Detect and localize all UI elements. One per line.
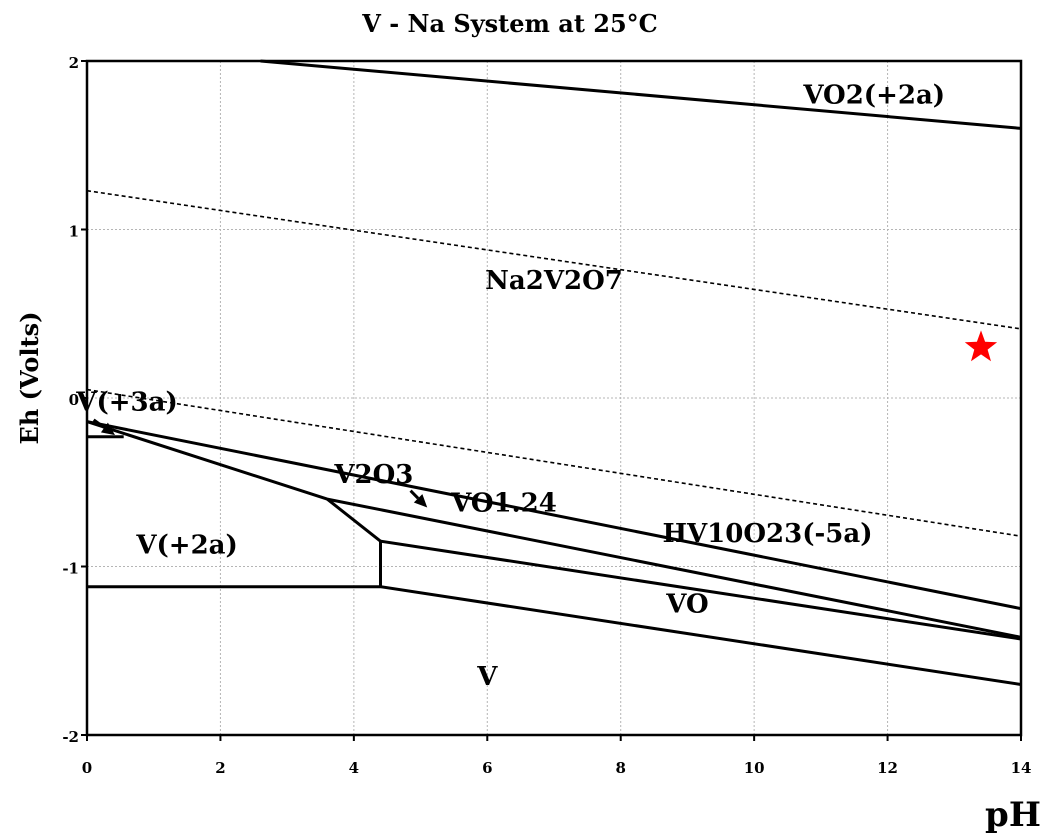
marker-layer xyxy=(964,330,998,362)
arrow-shaft-0 xyxy=(92,418,106,429)
region-label-5: HV10O23(-5a) xyxy=(662,519,872,549)
x-tick-label-4: 8 xyxy=(615,759,625,777)
region-label-3: V2O3 xyxy=(333,460,413,490)
region-label-6: V(+2a) xyxy=(135,531,238,561)
x-tick-label-5: 10 xyxy=(744,759,765,777)
y-tick-label-0: 2 xyxy=(69,54,79,72)
label-arrows xyxy=(92,418,428,508)
y-tick-label-3: -1 xyxy=(62,560,79,578)
arrow-head-0 xyxy=(100,422,116,436)
y-tick-label-4: -2 xyxy=(62,728,79,746)
boundary-line-8 xyxy=(87,585,1022,686)
x-axis-label: pH xyxy=(985,795,1041,835)
region-label-8: V xyxy=(476,662,498,692)
arrow-head-1 xyxy=(413,494,428,508)
x-tick-label-7: 14 xyxy=(1011,759,1032,777)
boundary-line-0 xyxy=(260,59,1022,130)
phase-boundaries xyxy=(86,59,1022,686)
boundary-line-5 xyxy=(86,420,1022,639)
y-tick-label-2: 0 xyxy=(69,391,79,409)
boundary-line-3 xyxy=(86,420,1022,611)
y-axis-label: Eh (Volts) xyxy=(15,312,44,445)
arrow-shaft-1 xyxy=(409,489,420,500)
chart-title: V - Na System at 25°C xyxy=(361,9,658,38)
region-labels: VO2(+2a) Na2V2O7 V(+3a) V2O3 VO1.24 HV10O23(-… xyxy=(75,81,945,692)
x-tick-label-0: 0 xyxy=(82,759,92,777)
boundary-line-7 xyxy=(380,539,1022,641)
grid-lines xyxy=(87,61,1021,735)
y-axis-ticks: 2 1 0 -1 -2 xyxy=(62,54,87,746)
region-label-2: V(+3a) xyxy=(75,387,178,417)
x-tick-label-3: 6 xyxy=(482,759,492,777)
region-label-0: VO2(+2a) xyxy=(802,81,945,111)
star-marker xyxy=(964,330,998,362)
y-tick-label-1: 1 xyxy=(69,223,79,241)
x-tick-label-1: 2 xyxy=(215,759,225,777)
region-label-7: VO xyxy=(665,590,708,620)
x-tick-label-2: 4 xyxy=(349,759,359,777)
boundary-line-1 xyxy=(86,189,1022,330)
region-label-4: VO1.24 xyxy=(450,488,557,518)
x-tick-label-6: 12 xyxy=(877,759,898,777)
region-label-1: Na2V2O7 xyxy=(485,266,623,296)
x-axis-ticks: 0 2 4 6 8 10 12 14 xyxy=(82,735,1032,777)
boundary-line-2 xyxy=(86,388,1022,537)
